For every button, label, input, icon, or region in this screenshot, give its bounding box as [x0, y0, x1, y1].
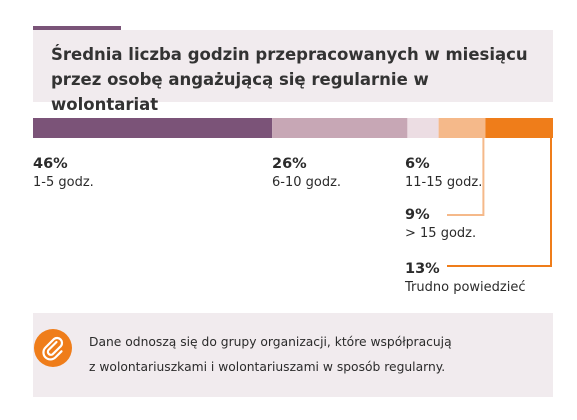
- title-panel: Średnia liczba godzin przepracowanych w …: [33, 30, 553, 114]
- value-label-3: 6%: [405, 156, 430, 172]
- bar-segment-4: [438, 118, 486, 138]
- bar-segment-2: [272, 118, 408, 138]
- note-line-2: z wolontariuszkami i wolontariuszami w s…: [89, 360, 446, 374]
- note-panel: [33, 313, 553, 397]
- title-accent-bar: [33, 26, 121, 30]
- note-line-1: Dane odnoszą się do grupy organizacji, k…: [89, 335, 452, 349]
- value-label-2: 26%: [272, 156, 307, 172]
- value-label-5: 13%: [405, 261, 440, 277]
- category-label-4: > 15 godz.: [405, 226, 476, 241]
- stacked-bar-chart: 46% 1-5 godz. 26% 6-10 godz. 6% 11-15 godz. 9%…: [33, 118, 553, 295]
- chart-title: Średnia liczba godzin przepracowanych w …: [51, 45, 528, 114]
- category-label-1: 1-5 godz.: [33, 175, 94, 190]
- leader-line-5: [447, 138, 552, 267]
- bar-segment-5: [485, 118, 553, 138]
- bar-segment-1: [33, 118, 273, 138]
- paperclip-icon: [34, 329, 72, 367]
- category-label-2: 6-10 godz.: [272, 175, 341, 190]
- value-label-4: 9%: [405, 207, 430, 223]
- category-label-3: 11-15 godz.: [405, 175, 482, 190]
- category-label-5: Trudno powiedzieć: [404, 280, 525, 295]
- value-label-1: 46%: [33, 156, 68, 172]
- leader-line-4: [447, 138, 485, 216]
- bar-segment-3: [407, 118, 439, 138]
- note-text: Dane odnoszą się do grupy organizacji, k…: [89, 330, 529, 380]
